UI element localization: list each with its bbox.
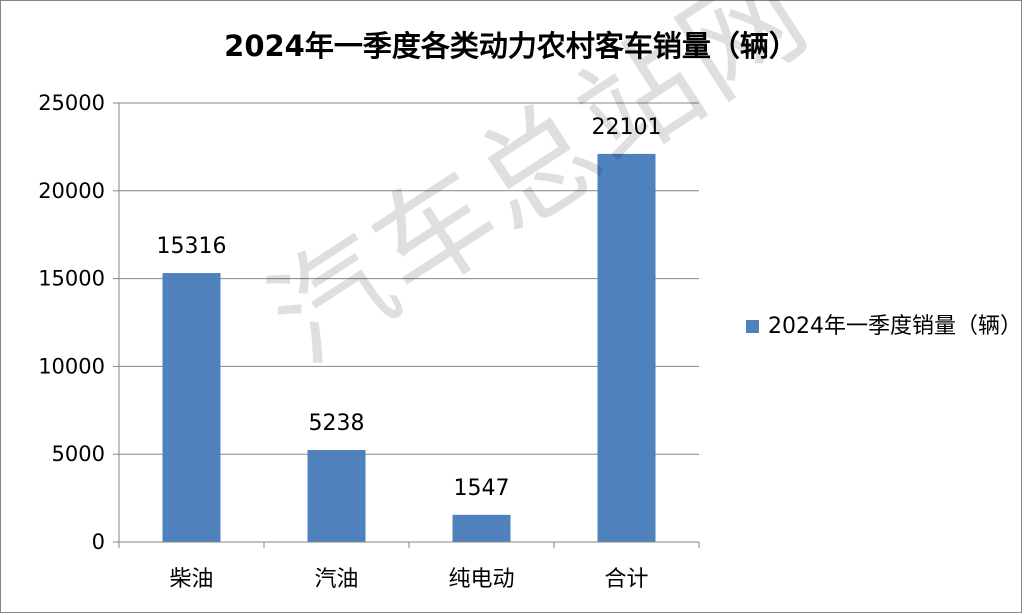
y-tick-label: 20000 bbox=[38, 179, 105, 203]
legend: 2024年一季度销量（辆） bbox=[746, 311, 1022, 343]
bar bbox=[452, 514, 511, 542]
y-tick-label: 25000 bbox=[38, 91, 105, 115]
bar bbox=[162, 273, 221, 542]
chart-title: 2024年一季度各类动力农村客车销量（辆） bbox=[224, 29, 798, 63]
category-label: 柴油 bbox=[169, 567, 213, 592]
legend-swatch bbox=[746, 320, 759, 333]
y-tick-label: 15000 bbox=[38, 267, 105, 291]
bar bbox=[307, 450, 366, 542]
category-label: 纯电动 bbox=[448, 567, 514, 592]
y-tick-label: 5000 bbox=[52, 442, 105, 466]
legend-label: 2024年一季度销量（辆） bbox=[768, 314, 1022, 339]
category-label: 合计 bbox=[604, 567, 648, 592]
data-label: 22101 bbox=[592, 115, 662, 140]
bar bbox=[597, 153, 656, 542]
y-tick-label: 0 bbox=[92, 530, 105, 554]
data-label: 15316 bbox=[157, 234, 227, 259]
y-tick-label: 10000 bbox=[38, 354, 105, 378]
category-label: 汽油 bbox=[314, 567, 358, 592]
data-label: 5238 bbox=[309, 411, 365, 436]
data-label: 1547 bbox=[454, 476, 510, 501]
